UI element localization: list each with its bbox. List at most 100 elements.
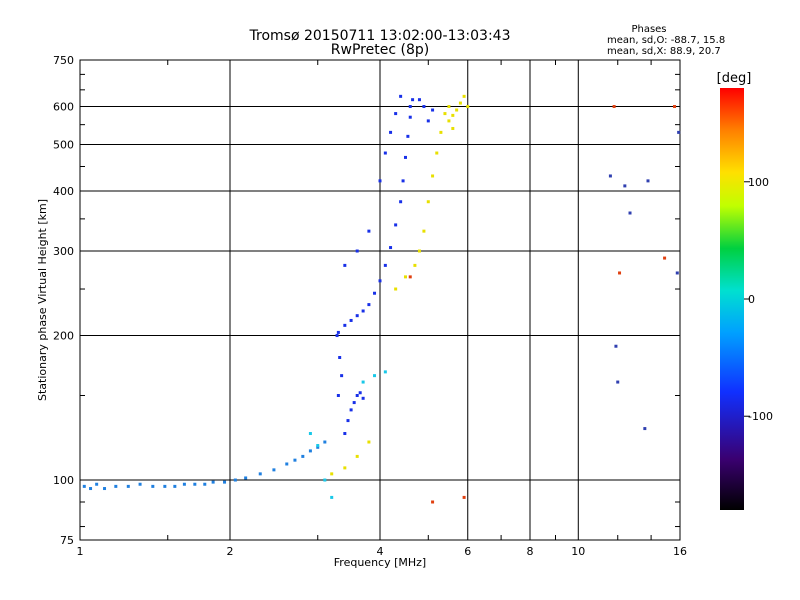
data-point [616, 380, 620, 384]
data-point [355, 394, 359, 398]
data-point [293, 458, 297, 462]
data-point [417, 249, 421, 253]
data-point [431, 108, 435, 112]
data-point [413, 263, 417, 267]
x-tick-label: 6 [464, 545, 471, 558]
data-point [343, 466, 347, 470]
data-point [355, 454, 359, 458]
data-point [417, 98, 421, 102]
x-tick-labels: 1 2 4 6 8 10 16 [77, 545, 688, 558]
data-point [439, 130, 443, 134]
data-point [378, 279, 382, 283]
data-point [316, 445, 320, 449]
data-point [336, 330, 340, 334]
data-point [343, 323, 347, 327]
x-tick-label: 8 [527, 545, 534, 558]
annotation-line1: mean, sd,O: -88.7, 15.8 [607, 35, 725, 46]
data-point [462, 94, 466, 98]
data-point [394, 112, 398, 116]
data-point [336, 394, 340, 398]
data-point [451, 126, 455, 130]
y-tick-label: 100 [53, 474, 74, 487]
data-point [173, 484, 177, 488]
data-point [103, 487, 107, 491]
x-tick-label: 10 [571, 545, 585, 558]
data-point [455, 108, 459, 112]
y-axis-label: Stationary phase Virtual Height [km] [36, 199, 49, 401]
data-point [422, 229, 426, 233]
data-point [673, 105, 677, 109]
y-tick-label: 750 [53, 54, 74, 67]
data-point [301, 454, 305, 458]
y-tick-labels: 75 100 200 300 400 500 600 750 [53, 54, 74, 547]
annotation-heading: Phases [631, 24, 666, 35]
data-point [355, 249, 359, 253]
data-point [426, 200, 430, 204]
data-point [462, 495, 466, 499]
data-point [408, 105, 412, 109]
data-point [643, 427, 647, 431]
data-point [403, 155, 407, 159]
data-point [340, 374, 344, 378]
data-point [435, 151, 439, 155]
data-point [373, 374, 377, 378]
data-point [403, 275, 407, 279]
data-point [466, 105, 470, 109]
data-point [233, 478, 237, 482]
data-point [343, 263, 347, 267]
y-tick-label: 200 [53, 330, 74, 343]
data-point [367, 440, 371, 444]
data-points [82, 94, 681, 504]
data-point [349, 318, 353, 322]
data-point [411, 98, 415, 102]
data-point [447, 105, 451, 109]
data-point [614, 344, 618, 348]
data-point [443, 112, 447, 116]
data-point [399, 200, 403, 204]
data-point [355, 314, 359, 318]
data-point [373, 291, 377, 295]
data-point [383, 263, 387, 267]
data-point [451, 113, 455, 117]
colorbar-tick-label: 0 [748, 293, 755, 306]
data-point [223, 480, 227, 484]
colorbar [720, 88, 744, 510]
data-point [346, 419, 350, 423]
annotation-line2: mean, sd,X: 88.9, 20.7 [607, 46, 721, 57]
data-point [182, 482, 186, 486]
data-point [623, 184, 627, 188]
data-point [82, 484, 86, 488]
data-point [422, 105, 426, 109]
data-point [389, 130, 393, 134]
data-point [323, 478, 327, 482]
data-point [211, 480, 215, 484]
data-point [193, 482, 197, 486]
y-tick-label: 300 [53, 245, 74, 258]
y-tick-label: 75 [60, 534, 74, 547]
data-point [349, 408, 353, 412]
data-point [323, 440, 327, 444]
data-point [458, 101, 462, 105]
data-point [394, 287, 398, 291]
data-point [431, 174, 435, 178]
data-point [663, 256, 667, 260]
data-point [361, 309, 365, 313]
data-point [163, 484, 167, 488]
data-point [330, 495, 334, 499]
y-tick-label: 500 [53, 139, 74, 152]
data-point [151, 484, 155, 488]
data-point [426, 119, 430, 123]
colorbar-tick-label: 100 [748, 176, 769, 189]
data-point [383, 370, 387, 374]
data-point [244, 476, 248, 480]
grid-lines [80, 60, 680, 540]
data-point [394, 223, 398, 227]
data-point [272, 468, 276, 472]
data-point [358, 391, 362, 395]
data-point [361, 380, 365, 384]
y-tick-label: 600 [53, 101, 74, 114]
y-tick-label: 400 [53, 185, 74, 198]
chart-subtitle: RwPretec (8p) [331, 42, 429, 58]
data-point [675, 271, 679, 275]
